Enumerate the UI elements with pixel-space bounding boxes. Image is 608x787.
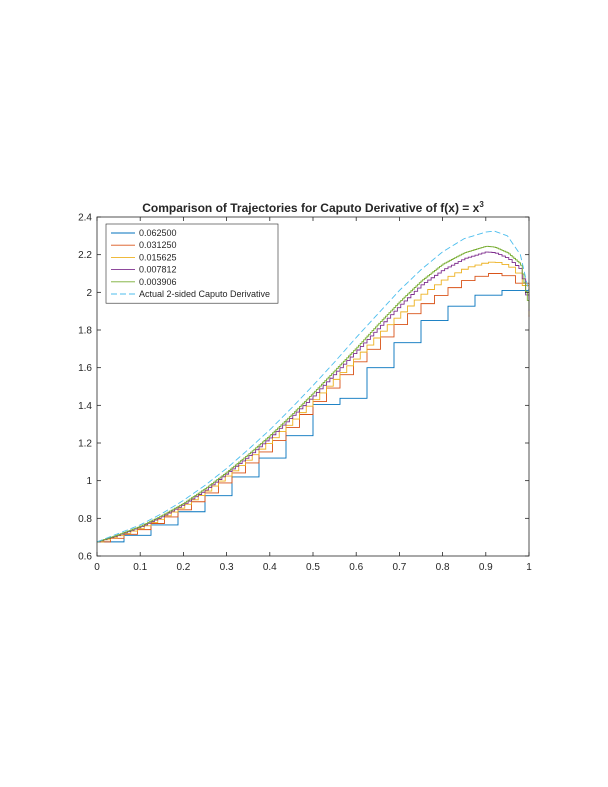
y-tick-label: 2.2 bbox=[78, 250, 92, 261]
chart-title-main: Comparison of Trajectories for Caputo De… bbox=[142, 201, 479, 215]
x-tick-label: 0.7 bbox=[392, 562, 406, 573]
series-line-3 bbox=[97, 251, 530, 543]
y-tick-label: 0.8 bbox=[78, 514, 92, 525]
x-tick-label: 0.6 bbox=[349, 562, 363, 573]
x-tick-label: 0.1 bbox=[133, 562, 147, 573]
x-tick-label: 0.2 bbox=[176, 562, 190, 573]
x-tick-label: 0.5 bbox=[306, 562, 320, 573]
x-tick-label: 0 bbox=[94, 562, 100, 573]
y-tick-label: 0.6 bbox=[78, 552, 92, 563]
y-tick-label: 1 bbox=[86, 476, 92, 487]
x-tick-label: 0.9 bbox=[479, 562, 493, 573]
y-tick-label: 1.2 bbox=[78, 439, 92, 450]
legend-label-5: Actual 2-sided Caputo Derivative bbox=[139, 289, 270, 299]
y-tick-label: 1.4 bbox=[78, 401, 92, 412]
series-line-2 bbox=[97, 261, 530, 543]
legend-label-2: 0.015625 bbox=[139, 252, 177, 262]
ticks-layer: 0 0.1 0.2 0.3 0.4 0.5 0.6 0.7 0.8 0.9 1 0.6 0.8 1 1.2 1… bbox=[78, 213, 532, 574]
series-line-4 bbox=[97, 245, 530, 543]
series-layer bbox=[96, 230, 530, 543]
legend-label-1: 0.031250 bbox=[139, 240, 177, 250]
x-tick-label: 0.8 bbox=[436, 562, 450, 573]
y-tick-label: 1.8 bbox=[78, 326, 92, 337]
y-tick-label: 2 bbox=[86, 288, 92, 299]
legend: 0.062500 0.031250 0.015625 0.007812 0.003906… bbox=[105, 223, 279, 304]
y-tick-label: 2.4 bbox=[78, 213, 92, 224]
series-line-5 bbox=[96, 230, 530, 543]
legend-label-3: 0.007812 bbox=[139, 265, 177, 275]
chart-title: Comparison of Trajectories for Caputo De… bbox=[142, 200, 484, 215]
chart-title-superscript: 3 bbox=[479, 200, 484, 209]
y-tick-label: 1.6 bbox=[78, 363, 92, 374]
x-tick-label: 1 bbox=[526, 562, 532, 573]
x-tick-label: 0.3 bbox=[220, 562, 234, 573]
legend-label-4: 0.003906 bbox=[139, 277, 177, 287]
legend-label-0: 0.062500 bbox=[139, 228, 177, 238]
legend-box bbox=[105, 223, 279, 304]
x-tick-label: 0.4 bbox=[263, 562, 277, 573]
